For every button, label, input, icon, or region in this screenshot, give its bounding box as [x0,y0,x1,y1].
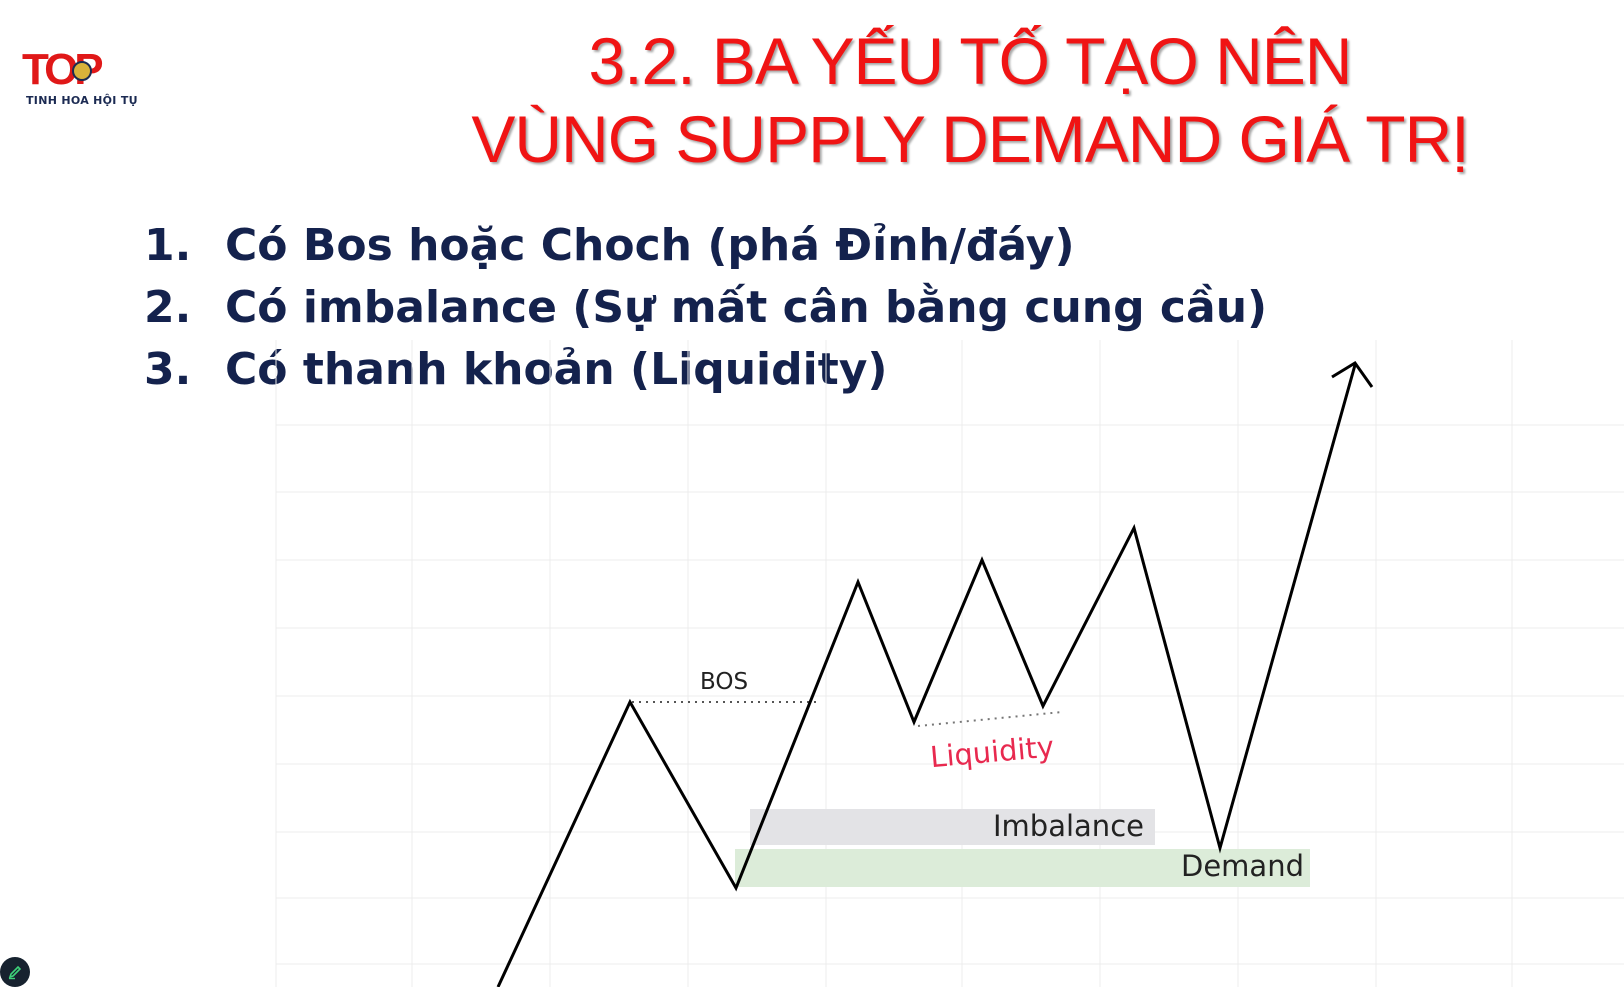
factor-list: 1. Có Bos hoặc Choch (phá Đỉnh/đáy) 2. C… [144,214,1267,400]
title-line-1: 3.2. BA YẾU TỐ TẠO NÊN [588,24,1353,98]
title-line-2: VÙNG SUPPLY DEMAND GIÁ TRỊ [471,102,1469,176]
logo-subtitle: TINH HOA HỘI TỤ [26,94,138,107]
imbalance-zone [750,809,1155,845]
edit-pen-button[interactable] [0,957,30,987]
factor-text: Có Bos hoặc Choch (phá Đỉnh/đáy) [225,219,1075,271]
logo-mark-text: TOP [22,46,102,90]
grid [275,340,1624,987]
top-logo-mark: TOP [22,46,106,90]
factor-text: Có thanh khoản (Liquidity) [225,343,888,395]
pen-icon [8,965,22,980]
factor-number: 2. [144,281,192,333]
liquidity-level-line [917,711,1063,727]
medal-icon [72,61,92,81]
factor-number: 3. [144,343,192,395]
liquidity-label: Liquidity [929,729,1056,774]
demand-label: Demand [1181,849,1304,883]
factor-number: 1. [144,219,192,271]
factor-item-3: 3. Có thanh khoản (Liquidity) [144,338,1267,400]
factor-text: Có imbalance (Sự mất cân bằng cung cầu) [225,281,1268,333]
factor-item-1: 1. Có Bos hoặc Choch (phá Đỉnh/đáy) [144,214,1267,276]
slide-title: 3.2. BA YẾU TỐ TẠO NÊN VÙNG SUPPLY DEMAN… [420,22,1520,178]
arrow-head-icon [1331,360,1374,388]
imbalance-label: Imbalance [993,809,1144,843]
price-path-line [496,364,1357,987]
factor-item-2: 2. Có imbalance (Sự mất cân bằng cung cầ… [144,276,1267,338]
logo: TOP TINH HOA HỘI TỤ [22,46,138,112]
bos-label: BOS [700,669,748,695]
demand-zone [735,849,1310,887]
